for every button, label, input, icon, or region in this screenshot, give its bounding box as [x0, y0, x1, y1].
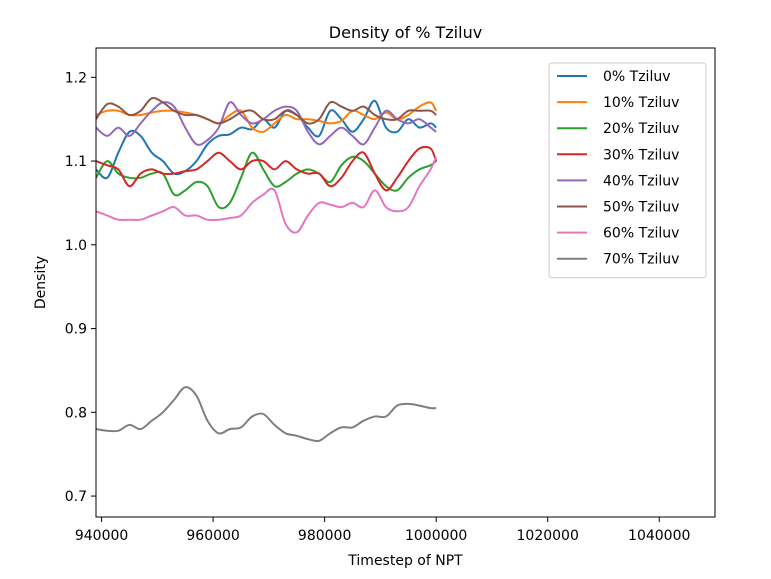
- legend-label: 40% Tziluv: [603, 173, 679, 189]
- plot-lines: [96, 96, 438, 443]
- chart-title: Density of % Tziluv: [329, 23, 482, 42]
- legend-label: 10% Tziluv: [603, 95, 679, 111]
- legend-label: 60% Tziluv: [603, 226, 679, 242]
- y-tick-label: 1.2: [65, 70, 87, 86]
- y-tick-label: 0.8: [65, 405, 87, 421]
- legend-label: 20% Tziluv: [603, 121, 679, 137]
- x-tick-label: 960000: [186, 528, 239, 544]
- x-axis-label: Timestep of NPT: [347, 553, 463, 569]
- x-tick-label: 1000000: [405, 528, 467, 544]
- y-tick-label: 0.9: [65, 322, 87, 338]
- y-axis: 0.7 0.8 0.9 1.0 1.1 1.2: [65, 70, 96, 505]
- x-tick-label: 940000: [75, 528, 128, 544]
- plot-frame: [95, 47, 716, 518]
- legend-label: 50% Tziluv: [603, 200, 679, 216]
- series-line-7: [96, 386, 437, 443]
- series-line-6: [96, 156, 438, 234]
- y-axis-label: Density: [33, 256, 49, 309]
- x-axis: 940000 960000 980000 1000000 1020000 1040000: [75, 517, 690, 544]
- y-tick-label: 0.7: [65, 489, 87, 505]
- x-tick-label: 980000: [298, 528, 351, 544]
- legend: 0% Tziluv 10% Tziluv 20% Tziluv 30% Tziluv 4…: [548, 62, 707, 279]
- series-line-0: [96, 99, 437, 180]
- series-line-3: [96, 145, 438, 192]
- y-tick-label: 1.0: [65, 238, 87, 254]
- legend-label: 0% Tziluv: [603, 69, 671, 85]
- series-line-4: [96, 101, 437, 146]
- legend-box: [548, 62, 707, 279]
- legend-label: 70% Tziluv: [603, 252, 679, 268]
- legend-label: 30% Tziluv: [603, 147, 679, 163]
- x-tick-label: 1020000: [517, 528, 579, 544]
- x-tick-label: 1040000: [628, 528, 690, 544]
- series-line-5: [96, 96, 437, 125]
- y-tick-label: 1.1: [65, 154, 87, 170]
- series-line-2: [96, 151, 437, 210]
